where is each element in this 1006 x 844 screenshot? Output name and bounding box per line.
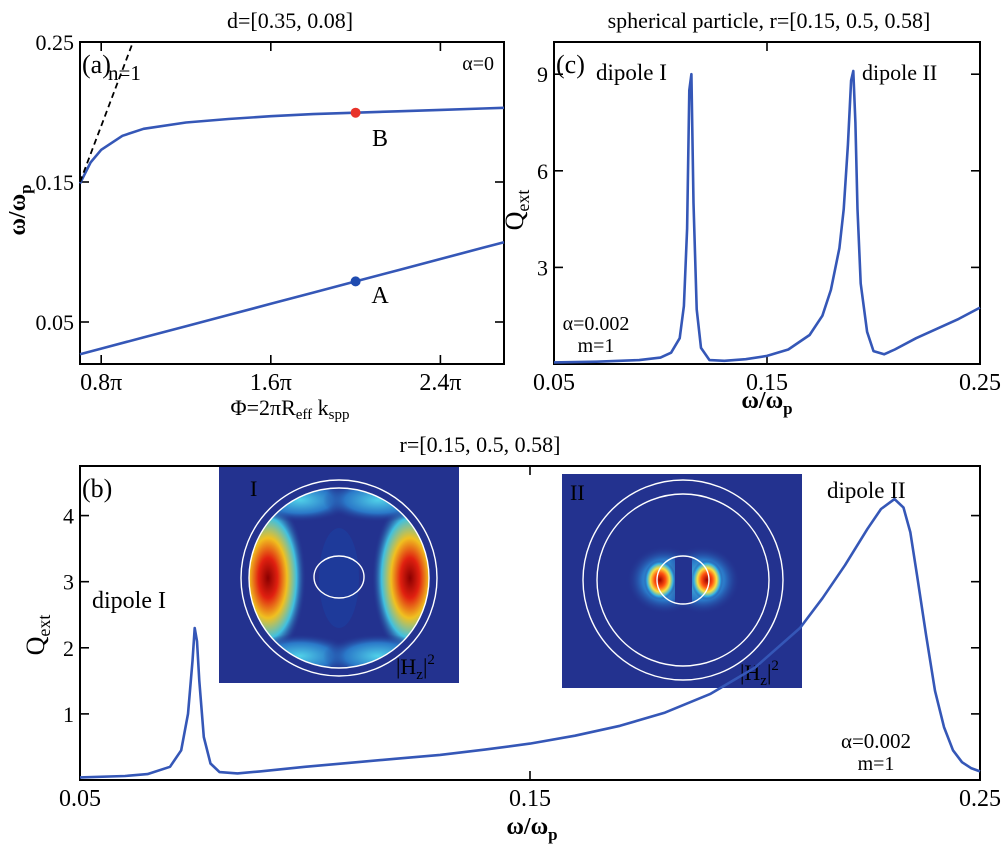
panel-b: r=[0.15, 0.5, 0.58] 0.05 0.15 0.25 1 2 3 4 I |… — [21, 432, 1001, 844]
panel-b-xlabel: ω/ωp — [506, 814, 557, 844]
panel-a-light-line-label: n=1 — [108, 61, 141, 85]
inset-field-map-II: II |Hz|2 — [562, 474, 802, 689]
qext-line-c — [553, 69, 981, 364]
y-tick-label: 3 — [537, 255, 548, 280]
y-tick-label: 0.15 — [36, 170, 75, 195]
panel-a-axes-frame — [79, 41, 505, 365]
panel-a-ticks: 0.8π 1.6π 2.4π 0.05 0.15 0.25 — [36, 30, 504, 396]
panel-b-dipole1-label: dipole I — [92, 588, 166, 614]
panel-c-label: (c) — [556, 50, 585, 79]
point-a-label: A — [371, 283, 389, 309]
panel-a-alpha-label: α=0 — [462, 53, 494, 75]
panel-c-ylabel: Qext — [500, 190, 533, 231]
panel-a-title: d=[0.35, 0.08] — [227, 8, 353, 33]
inset-II-label: II — [570, 480, 585, 505]
qext-line-b — [79, 497, 981, 779]
y-tick-label: 6 — [537, 159, 548, 184]
inset-field-map-I: I |Hz|2 — [219, 467, 459, 683]
panel-c-xlabel: ω/ωp — [741, 388, 792, 418]
x-tick-label: 0.05 — [533, 370, 575, 396]
panel-b-ylabel: Qext — [21, 615, 54, 656]
point-b-marker — [350, 107, 361, 118]
inset-I-core — [313, 555, 365, 599]
panel-a-ylabel: ω/ωp — [5, 184, 35, 235]
inset-II-core — [656, 555, 710, 605]
panel-b-m-label: m=1 — [858, 753, 895, 775]
y-tick-label: 9 — [537, 62, 548, 87]
upper-branch-line — [78, 106, 505, 184]
panel-c: spherical particle, r=[0.15, 0.5, 0.58] … — [500, 8, 1001, 418]
x-tick-label: 0.8π — [80, 370, 122, 396]
y-tick-label: 1 — [63, 702, 74, 727]
panel-c-dipole2-label: dipole II — [862, 60, 937, 85]
panel-c-dipole1-label: dipole I — [596, 60, 667, 85]
lower-branch-line — [79, 240, 505, 356]
x-tick-label: 1.6π — [250, 370, 292, 396]
panel-c-ticks: 0.05 0.15 0.25 3 6 9 — [533, 42, 1001, 396]
panel-a-series — [78, 41, 505, 356]
inset-I-field-label: |Hz|2 — [396, 652, 435, 683]
y-tick-label: 4 — [63, 504, 74, 529]
panel-a: d=[0.35, 0.08] 0.8π 1.6π 2.4π0.050.150.25 … — [5, 8, 505, 423]
panel-a-xlabel: Φ=2πReff kspp — [230, 395, 349, 423]
light-line-n1 — [79, 41, 134, 183]
y-tick-label: 0.25 — [36, 30, 75, 55]
inset-I-label: I — [250, 476, 257, 501]
panel-b-title: r=[0.15, 0.5, 0.58] — [400, 432, 561, 457]
point-a-marker — [350, 276, 361, 287]
inset-II-inner-ring — [596, 493, 770, 667]
inset-II-field-pattern — [627, 546, 740, 614]
x-tick-label: 0.25 — [959, 370, 1001, 396]
inset-II-outer-ring — [582, 479, 784, 681]
inset-I-inner-ring — [248, 487, 430, 669]
x-tick-label: 0.15 — [746, 370, 788, 396]
panel-b-alpha-label: α=0.002 — [841, 729, 911, 753]
panel-b-label: (b) — [82, 474, 112, 503]
panel-b-ticks: 0.05 0.15 0.25 1 2 3 4 — [59, 466, 1001, 812]
x-tick-label: 0.05 — [59, 786, 101, 812]
panel-b-dipole2-label: dipole II — [827, 478, 906, 503]
inset-I-outer-ring — [240, 479, 438, 677]
y-tick-label: 3 — [63, 570, 74, 595]
panel-c-series — [553, 69, 981, 364]
panel-a-label: (a) — [82, 50, 111, 79]
y-tick-label: 0.05 — [36, 310, 75, 335]
panel-c-m-label: m=1 — [578, 335, 615, 357]
x-tick-label: 0.15 — [509, 786, 551, 812]
panel-c-alpha-label: α=0.002 — [563, 313, 630, 335]
panel-c-title: spherical particle, r=[0.15, 0.5, 0.58] — [608, 8, 931, 33]
x-tick-label: 2.4π — [419, 370, 461, 396]
point-b-label: B — [372, 126, 388, 152]
x-tick-label: 0.25 — [959, 786, 1001, 812]
y-tick-label: 2 — [63, 636, 74, 661]
panel-b-series — [79, 497, 981, 779]
